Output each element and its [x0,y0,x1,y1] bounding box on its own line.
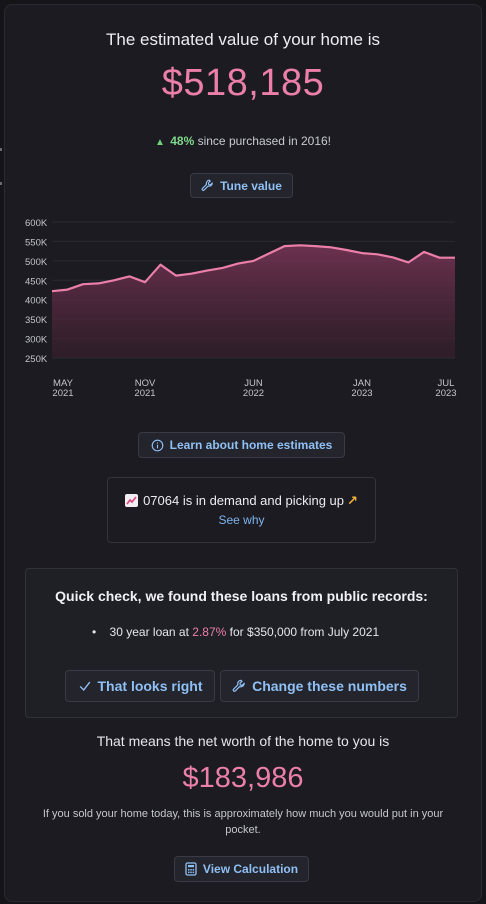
learn-estimates-label: Learn about home estimates [169,438,333,452]
x-tick-month: JUN [244,378,263,389]
value-area [52,245,455,358]
chart-increasing-icon [125,494,139,507]
tune-value-button[interactable]: Tune value [190,173,293,198]
y-tick-label: 600K [25,218,48,229]
x-tick-year: 2021 [52,388,73,399]
demand-banner: 07064 is in demand and picking up ↗ See w… [107,477,376,543]
y-tick-label: 550K [25,237,48,248]
change-numbers-button[interactable]: Change these numbers [220,670,419,702]
x-tick-month: JAN [353,378,371,389]
loan-rate: 2.87% [192,625,227,639]
loans-check-panel: Quick check, we found these loans from p… [25,568,458,718]
wrench-icon [201,179,213,191]
value-line [51,244,455,293]
x-tick-year: 2023 [435,388,456,399]
x-tick-month: JUL [438,378,455,389]
since-purchase-text: ▲ 48% since purchased in 2016! [0,134,486,148]
x-tick-month: MAY [53,378,74,389]
change-text: since purchased in 2016! [197,134,332,148]
y-tick-label: 350K [25,315,48,326]
looks-right-button[interactable]: That looks right [65,670,215,702]
y-tick-label: 300K [25,335,48,346]
looks-right-label: That looks right [97,678,203,694]
view-calculation-button[interactable]: View Calculation [174,856,309,882]
net-worth-value: $183,986 [182,762,304,794]
loan-suffix: from July 2021 [300,625,380,639]
checkmark-icon [79,681,90,691]
change-numbers-label: Change these numbers [252,678,407,694]
net-worth-note: If you sold your home today, this is app… [42,808,444,836]
x-tick-year: 2022 [243,388,264,399]
triangle-up-icon: ▲ [154,137,165,148]
calculator-icon [185,862,197,876]
loan-prefix: 30 year loan at [109,625,189,639]
learn-estimates-button[interactable]: Learn about home estimates [138,432,345,458]
demand-zip-text: 07064 is in demand and picking up [143,493,345,508]
y-tick-label: 500K [25,257,48,268]
demand-text: 07064 is in demand and picking up ↗ [108,493,375,509]
view-calculation-label: View Calculation [202,862,299,876]
estimate-title: The estimated value of your home is [105,30,381,49]
change-percent: 48% [170,134,195,148]
net-worth-title: That means the net worth of the home to … [96,733,390,749]
up-right-arrow-icon: ↗ [347,493,358,508]
loan-amount: $350,000 [247,625,298,639]
tune-value-label: Tune value [220,178,282,193]
x-tick-year: 2023 [351,388,372,399]
edge-marker [0,148,2,151]
x-tick-year: 2021 [134,388,155,399]
bullet: • [92,625,97,639]
y-tick-label: 250K [25,354,48,365]
x-tick-month: NOV [135,378,156,389]
y-tick-label: 400K [25,296,48,307]
loan-item: • 30 year loan at 2.87% for $350,000 fro… [92,625,379,639]
loan-mid: for [229,625,244,639]
see-why-link[interactable]: See why [218,513,265,527]
estimate-value: $518,185 [161,62,325,104]
wrench-icon [232,679,245,692]
y-tick-label: 450K [25,276,48,287]
edge-marker [0,182,2,185]
loans-title: Quick check, we found these loans from p… [55,588,428,604]
info-icon [151,439,163,451]
